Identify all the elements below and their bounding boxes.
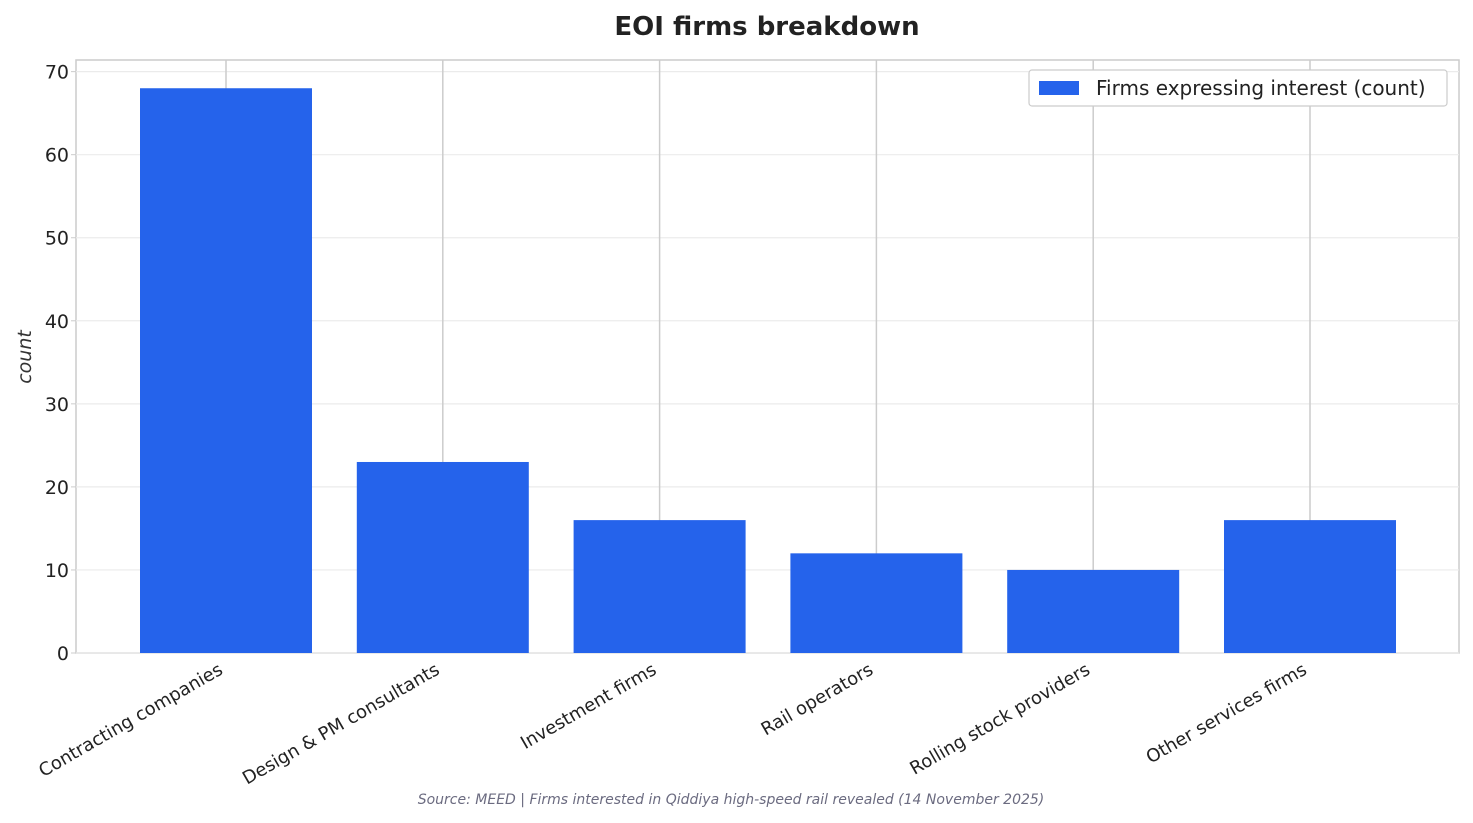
legend: Firms expressing interest (count): [1028, 69, 1448, 107]
bar-5: [1224, 520, 1396, 653]
y-tick-label: 10: [45, 560, 69, 582]
legend-box: [1028, 69, 1448, 107]
y-tick-label: 70: [45, 62, 69, 84]
x-tick-label: Other services firms: [1143, 659, 1311, 768]
y-tick-label: 40: [45, 311, 69, 333]
y-tick-label: 20: [45, 477, 69, 499]
y-tick-label: 0: [57, 643, 69, 665]
chart-title: EOI firms breakdown: [614, 12, 919, 42]
x-tick-label: Rail operators: [758, 659, 877, 740]
x-tick-label: Contracting companies: [35, 659, 226, 782]
bar-1: [356, 461, 529, 653]
legend-label: Firms expressing interest (count): [1096, 76, 1426, 100]
legend-swatch: [1039, 81, 1079, 95]
bar-3: [790, 553, 963, 653]
bar-0: [140, 88, 312, 653]
x-tick-label: Investment firms: [517, 659, 660, 754]
y-tick-label: 60: [45, 145, 69, 167]
bars: [140, 88, 1396, 653]
bar-2: [573, 520, 746, 653]
y-tick-label: 30: [45, 394, 69, 416]
bar-4: [1007, 569, 1180, 653]
x-axis-ticks: Contracting companies Design & PM consult…: [35, 659, 1310, 789]
y-axis-ticks: 0 10 20 30 40 50 60 70: [45, 62, 76, 665]
x-tick-label: Design & PM consultants: [239, 659, 443, 789]
y-axis-label: count: [14, 329, 36, 384]
source-note: Source: MEED | Firms interested in Qiddi…: [418, 792, 1045, 808]
y-tick-label: 50: [45, 228, 69, 250]
x-tick-label: Rolling stock providers: [906, 659, 1093, 779]
